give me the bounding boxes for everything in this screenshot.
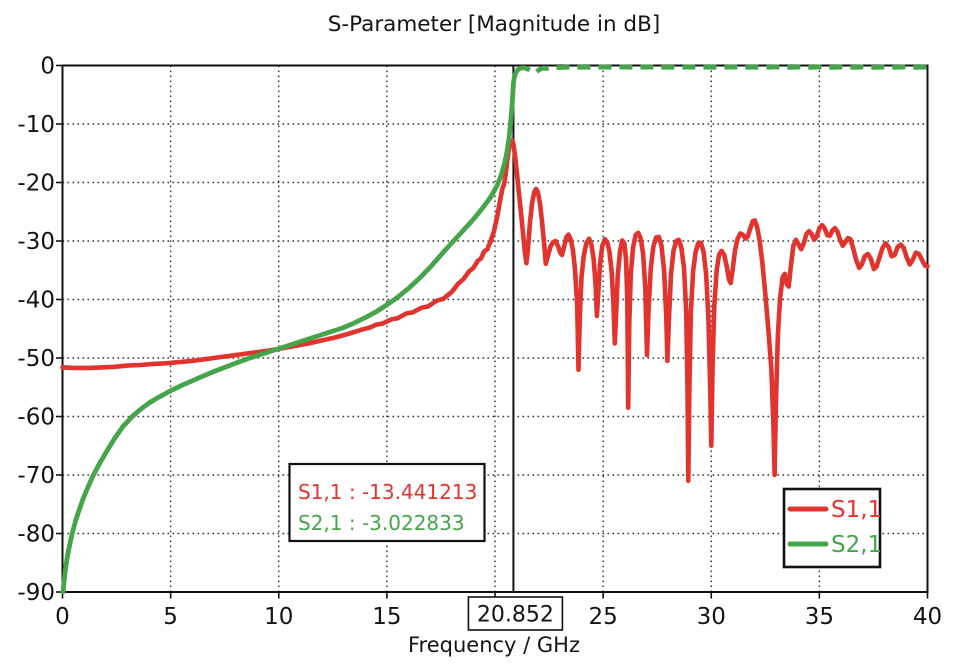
marker-readout-s11: S1,1 : -13.441213 xyxy=(298,480,477,504)
x-tick-label: 0 xyxy=(55,604,70,630)
marker-readout-box: S1,1 : -13.441213 S2,1 : -3.022833 xyxy=(288,462,486,543)
x-tick-label: 40 xyxy=(913,604,942,630)
legend-s21-label: S2,1 xyxy=(831,532,882,558)
legend-s11-label: S1,1 xyxy=(831,497,882,523)
x-tick-label: 35 xyxy=(805,604,834,630)
y-tick-label: -10 xyxy=(17,112,55,138)
legend: S1,1 S2,1 xyxy=(782,487,882,569)
chart-title: S-Parameter [Magnitude in dB] xyxy=(328,12,660,37)
marker-value-box[interactable]: 20.852 xyxy=(467,596,564,631)
y-tick-label: -60 xyxy=(17,405,55,431)
y-tick-label: -80 xyxy=(17,522,55,548)
y-tick-label: -50 xyxy=(17,346,55,372)
x-tick-label: 15 xyxy=(372,604,401,630)
marker-value-box-frame xyxy=(467,596,564,631)
legend-frame xyxy=(782,487,882,569)
curves xyxy=(60,64,930,595)
marker-readout-s21: S2,1 : -3.022833 xyxy=(298,511,465,535)
marker-readout-frame xyxy=(288,462,486,543)
x-tick-label: 5 xyxy=(163,604,178,630)
y-tick-label: 0 xyxy=(40,54,55,80)
s21-curve-solid xyxy=(60,67,521,595)
x-axis-label: Frequency / GHz xyxy=(408,633,580,657)
x-tick-label: 25 xyxy=(588,604,617,630)
y-tick-label: -90 xyxy=(17,580,55,606)
s21-curve-dashed xyxy=(516,64,928,76)
x-tick-label: 30 xyxy=(697,604,726,630)
s11-curve xyxy=(60,138,930,484)
y-tick-label: -70 xyxy=(17,463,55,489)
y-tick-label: -20 xyxy=(17,171,55,197)
axis-tick-labels: 0 5 10 15 25 30 35 40 0 -10 -20 -30 -40 -50 -60 -70 -80 -… xyxy=(17,54,942,631)
x-tick-label: 10 xyxy=(264,604,293,630)
marker-value: 20.852 xyxy=(477,603,554,628)
y-tick-label: -30 xyxy=(17,229,55,255)
y-tick-label: -40 xyxy=(17,288,55,314)
